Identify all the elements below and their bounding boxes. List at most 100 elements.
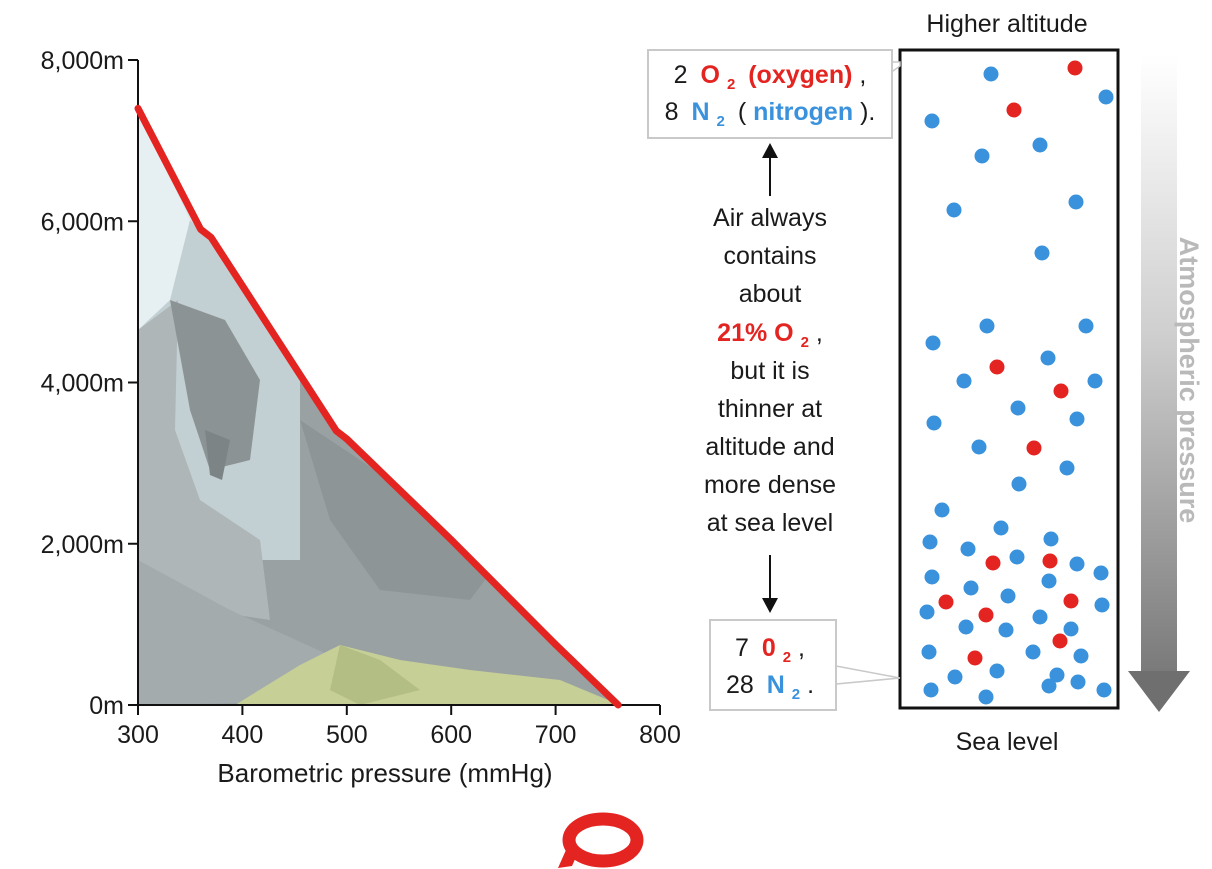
pressure-arrow-label: Atmospheric pressure xyxy=(1174,237,1204,524)
x-tick-label: 600 xyxy=(430,721,472,749)
nitrogen-molecule xyxy=(998,622,1014,638)
nitrogen-molecule xyxy=(1063,621,1079,637)
explanation-line: contains xyxy=(723,242,816,270)
molecules xyxy=(919,60,1114,705)
oxygen-molecule xyxy=(1042,553,1058,569)
nitrogen-molecule xyxy=(1041,678,1057,694)
oxygen-molecule xyxy=(1053,383,1069,399)
nitrogen-molecule xyxy=(983,66,999,82)
bottom-callout-line2: 28 N 2 . xyxy=(726,671,814,705)
nitrogen-molecule xyxy=(1043,531,1059,547)
nitrogen-molecule xyxy=(1009,549,1025,565)
nitrogen-molecule xyxy=(926,415,942,431)
nitrogen-molecule xyxy=(1069,411,1085,427)
nitrogen-molecule xyxy=(1073,648,1089,664)
x-tick-label: 500 xyxy=(326,721,368,749)
oxygen-molecule xyxy=(938,594,954,610)
nitrogen-molecule xyxy=(956,373,972,389)
nitrogen-molecule xyxy=(978,689,994,705)
x-tick-label: 800 xyxy=(639,721,681,749)
nitrogen-molecule xyxy=(1010,400,1026,416)
oxygen-molecule xyxy=(989,359,1005,375)
nitrogen-molecule xyxy=(1032,609,1048,625)
top-callout-line1: 2 O 2 (oxygen) , xyxy=(674,61,867,95)
x-ticks: 300 400 500 600 700 800 xyxy=(117,705,681,749)
nitrogen-molecule xyxy=(934,502,950,518)
x-axis-title: Barometric pressure (mmHg) xyxy=(217,758,552,788)
speech-bubble-logo xyxy=(558,812,644,868)
nitrogen-molecule xyxy=(979,318,995,334)
nitrogen-molecule xyxy=(989,663,1005,679)
nitrogen-molecule xyxy=(1041,573,1057,589)
nitrogen-molecule xyxy=(922,534,938,550)
nitrogen-molecule xyxy=(960,541,976,557)
nitrogen-molecule xyxy=(923,682,939,698)
nitrogen-molecule xyxy=(1078,318,1094,334)
nitrogen-molecule xyxy=(919,604,935,620)
nitrogen-molecule xyxy=(921,644,937,660)
explanation-line: about xyxy=(739,280,802,308)
explanation-line: Air always xyxy=(713,204,827,232)
sea-level-label: Sea level xyxy=(956,728,1059,756)
y-tick-label: 6,000m xyxy=(41,208,124,236)
nitrogen-molecule xyxy=(1070,674,1086,690)
explanation-lines: Air always contains about but it is thinner … xyxy=(704,204,836,537)
explanation-line: but it is xyxy=(730,357,809,385)
nitrogen-molecule xyxy=(1087,373,1103,389)
y-tick-label: 2,000m xyxy=(41,531,124,559)
bottom-callout-line1: 7 0 2 , xyxy=(735,634,805,668)
top-callout: 2 O 2 (oxygen) , 8 N 2 ( nitrogen ). xyxy=(647,49,901,139)
explanation-line: altitude and xyxy=(705,433,834,461)
nitrogen-molecule xyxy=(1093,565,1109,581)
higher-altitude-label: Higher altitude xyxy=(926,10,1087,38)
explanation-line: thinner at xyxy=(718,395,822,423)
y-tick-label: 8,000m xyxy=(41,47,124,75)
x-tick-label: 400 xyxy=(222,721,264,749)
bottom-callout: 7 0 2 , 28 N 2 . xyxy=(709,619,901,711)
mountain-illustration xyxy=(138,108,619,705)
nitrogen-molecule xyxy=(1059,460,1075,476)
nitrogen-molecule xyxy=(993,520,1009,536)
x-tick-label: 300 xyxy=(117,721,159,749)
nitrogen-molecule xyxy=(1034,245,1050,261)
y-tick-label: 4,000m xyxy=(41,370,124,398)
oxygen-molecule xyxy=(1063,593,1079,609)
explanation: Air always contains about but it is thinner … xyxy=(704,143,836,613)
nitrogen-molecule xyxy=(947,669,963,685)
oxygen-molecule xyxy=(1006,102,1022,118)
nitrogen-molecule xyxy=(1011,476,1027,492)
nitrogen-molecule xyxy=(1000,588,1016,604)
x-tick-label: 700 xyxy=(535,721,577,749)
nitrogen-molecule xyxy=(1069,556,1085,572)
y-tick-label: 0m xyxy=(89,692,124,720)
y-ticks: 0m 2,000m 4,000m 6,000m 8,000m xyxy=(41,47,138,720)
nitrogen-molecule xyxy=(1068,194,1084,210)
nitrogen-molecule xyxy=(974,148,990,164)
nitrogen-molecule xyxy=(1098,89,1114,105)
nitrogen-molecule xyxy=(971,439,987,455)
oxygen-molecule xyxy=(967,650,983,666)
altitude-diagram: Higher altitude Sea level xyxy=(898,10,1120,756)
nitrogen-molecule xyxy=(1049,667,1065,683)
explanation-highlight: 21% O 2 , xyxy=(717,319,823,353)
nitrogen-molecule xyxy=(1040,350,1056,366)
pressure-altitude-line xyxy=(134,104,622,709)
top-callout-line2: 8 N 2 ( nitrogen ). xyxy=(665,98,876,132)
nitrogen-molecule xyxy=(1025,644,1041,660)
series-layer xyxy=(134,104,622,709)
oxygen-molecule xyxy=(1026,440,1042,456)
oxygen-molecule xyxy=(1067,60,1083,76)
oxygen-molecule xyxy=(985,555,1001,571)
oxygen-molecule xyxy=(978,607,994,623)
nitrogen-molecule xyxy=(924,113,940,129)
explanation-line: at sea level xyxy=(707,509,833,537)
nitrogen-molecule xyxy=(1032,137,1048,153)
oxygen-molecule xyxy=(1052,633,1068,649)
pressure-arrow: Atmospheric pressure xyxy=(1128,55,1204,712)
nitrogen-molecule xyxy=(1094,597,1110,613)
nitrogen-molecule xyxy=(946,202,962,218)
axes: 300 400 500 600 700 800 0m 2,000m 4,000m 6,000m 8… xyxy=(41,47,681,788)
nitrogen-molecule xyxy=(925,335,941,351)
explanation-line: more dense xyxy=(704,471,836,499)
